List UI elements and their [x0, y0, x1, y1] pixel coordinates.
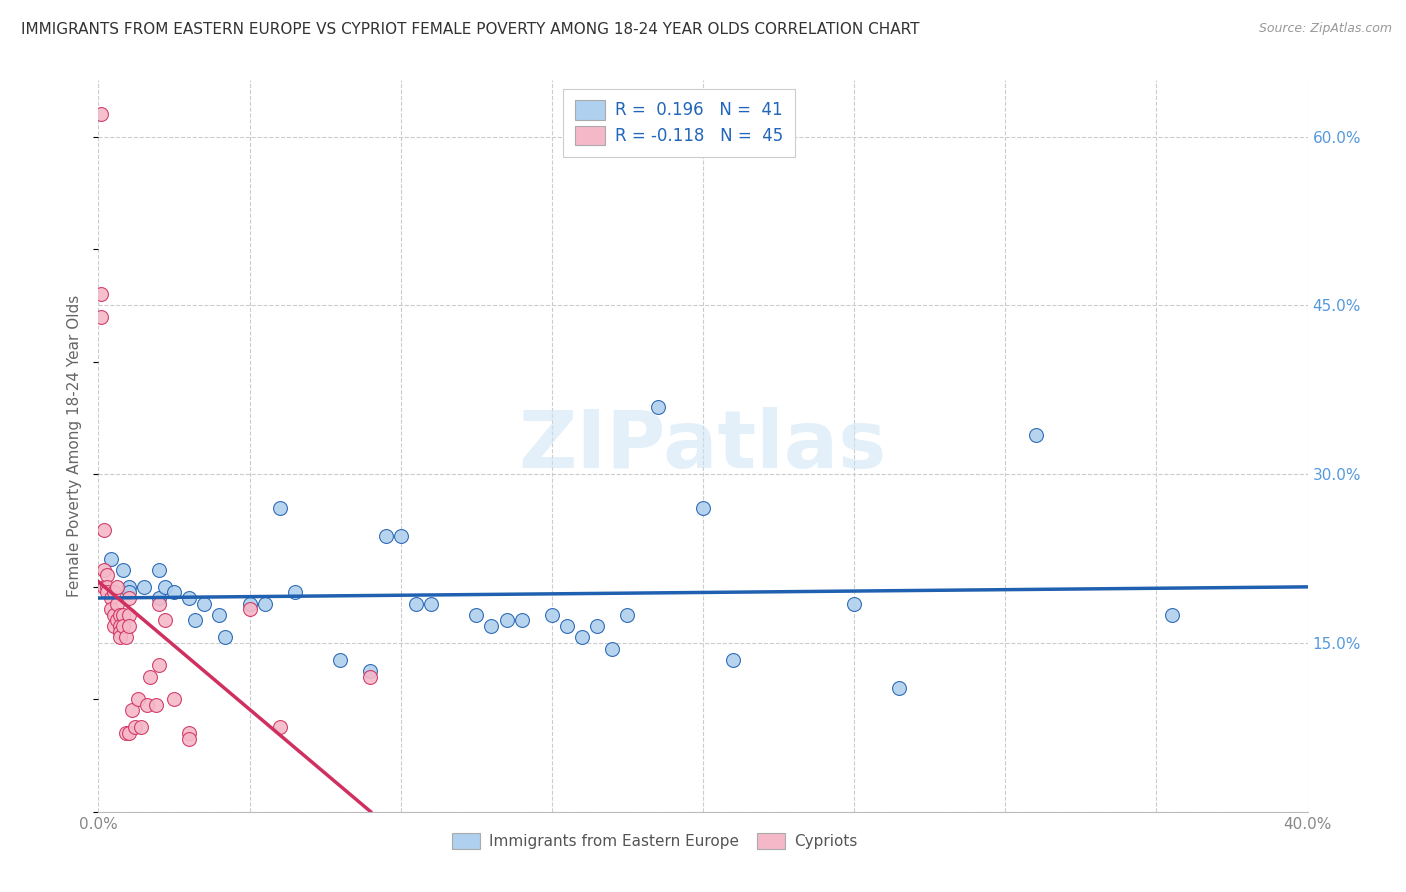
Point: [118, 726, 141, 740]
Point: [179, 726, 201, 740]
Point: [214, 630, 236, 644]
Point: [269, 720, 291, 734]
Point: [555, 619, 578, 633]
Point: [93, 524, 115, 538]
Point: [163, 585, 186, 599]
Text: Source: ZipAtlas.com: Source: ZipAtlas.com: [1258, 22, 1392, 36]
Point: [844, 597, 866, 611]
Point: [616, 607, 638, 622]
Point: [723, 653, 745, 667]
Point: [108, 619, 131, 633]
Point: [96, 568, 118, 582]
Point: [100, 551, 122, 566]
Point: [360, 670, 382, 684]
Point: [889, 681, 911, 695]
Point: [284, 585, 307, 599]
Point: [495, 614, 517, 628]
Point: [100, 602, 122, 616]
Text: ZIPatlas: ZIPatlas: [519, 407, 887, 485]
Point: [329, 653, 352, 667]
Point: [153, 614, 176, 628]
Point: [90, 310, 112, 324]
Point: [127, 692, 149, 706]
Point: [100, 591, 122, 605]
Point: [135, 698, 157, 712]
Point: [465, 607, 488, 622]
Point: [124, 720, 146, 734]
Point: [389, 529, 412, 543]
Point: [269, 500, 291, 515]
Point: [114, 726, 136, 740]
Point: [105, 597, 128, 611]
Point: [208, 607, 231, 622]
Point: [420, 597, 443, 611]
Point: [139, 670, 162, 684]
Point: [108, 630, 131, 644]
Point: [118, 580, 141, 594]
Point: [481, 619, 503, 633]
Point: [1160, 607, 1182, 622]
Point: [179, 731, 201, 746]
Y-axis label: Female Poverty Among 18-24 Year Olds: Female Poverty Among 18-24 Year Olds: [67, 295, 83, 597]
Point: [647, 400, 669, 414]
Point: [602, 641, 624, 656]
Point: [114, 630, 136, 644]
Point: [118, 607, 141, 622]
Point: [105, 614, 128, 628]
Point: [96, 585, 118, 599]
Point: [132, 580, 155, 594]
Point: [118, 585, 141, 599]
Point: [103, 585, 125, 599]
Point: [148, 597, 170, 611]
Point: [103, 619, 125, 633]
Point: [239, 597, 262, 611]
Text: IMMIGRANTS FROM EASTERN EUROPE VS CYPRIOT FEMALE POVERTY AMONG 18-24 YEAR OLDS C: IMMIGRANTS FROM EASTERN EUROPE VS CYPRIO…: [21, 22, 920, 37]
Point: [193, 597, 215, 611]
Point: [540, 607, 562, 622]
Point: [179, 591, 201, 605]
Point: [93, 563, 115, 577]
Point: [108, 607, 131, 622]
Point: [405, 597, 427, 611]
Point: [1024, 427, 1046, 442]
Point: [253, 597, 276, 611]
Legend: Immigrants from Eastern Europe, Cypriots: Immigrants from Eastern Europe, Cypriots: [446, 827, 863, 855]
Point: [111, 607, 134, 622]
Point: [118, 619, 141, 633]
Point: [148, 591, 170, 605]
Point: [374, 529, 396, 543]
Point: [148, 658, 170, 673]
Point: [145, 698, 167, 712]
Point: [571, 630, 593, 644]
Point: [129, 720, 152, 734]
Point: [118, 591, 141, 605]
Point: [105, 580, 128, 594]
Point: [96, 580, 118, 594]
Point: [90, 107, 112, 121]
Point: [586, 619, 609, 633]
Point: [184, 614, 207, 628]
Point: [111, 563, 134, 577]
Point: [148, 563, 170, 577]
Point: [360, 664, 382, 678]
Point: [510, 614, 533, 628]
Point: [239, 602, 262, 616]
Point: [121, 703, 143, 717]
Point: [163, 692, 186, 706]
Point: [153, 580, 176, 594]
Point: [93, 580, 115, 594]
Point: [103, 607, 125, 622]
Point: [90, 287, 112, 301]
Point: [111, 619, 134, 633]
Point: [692, 500, 714, 515]
Point: [108, 624, 131, 639]
